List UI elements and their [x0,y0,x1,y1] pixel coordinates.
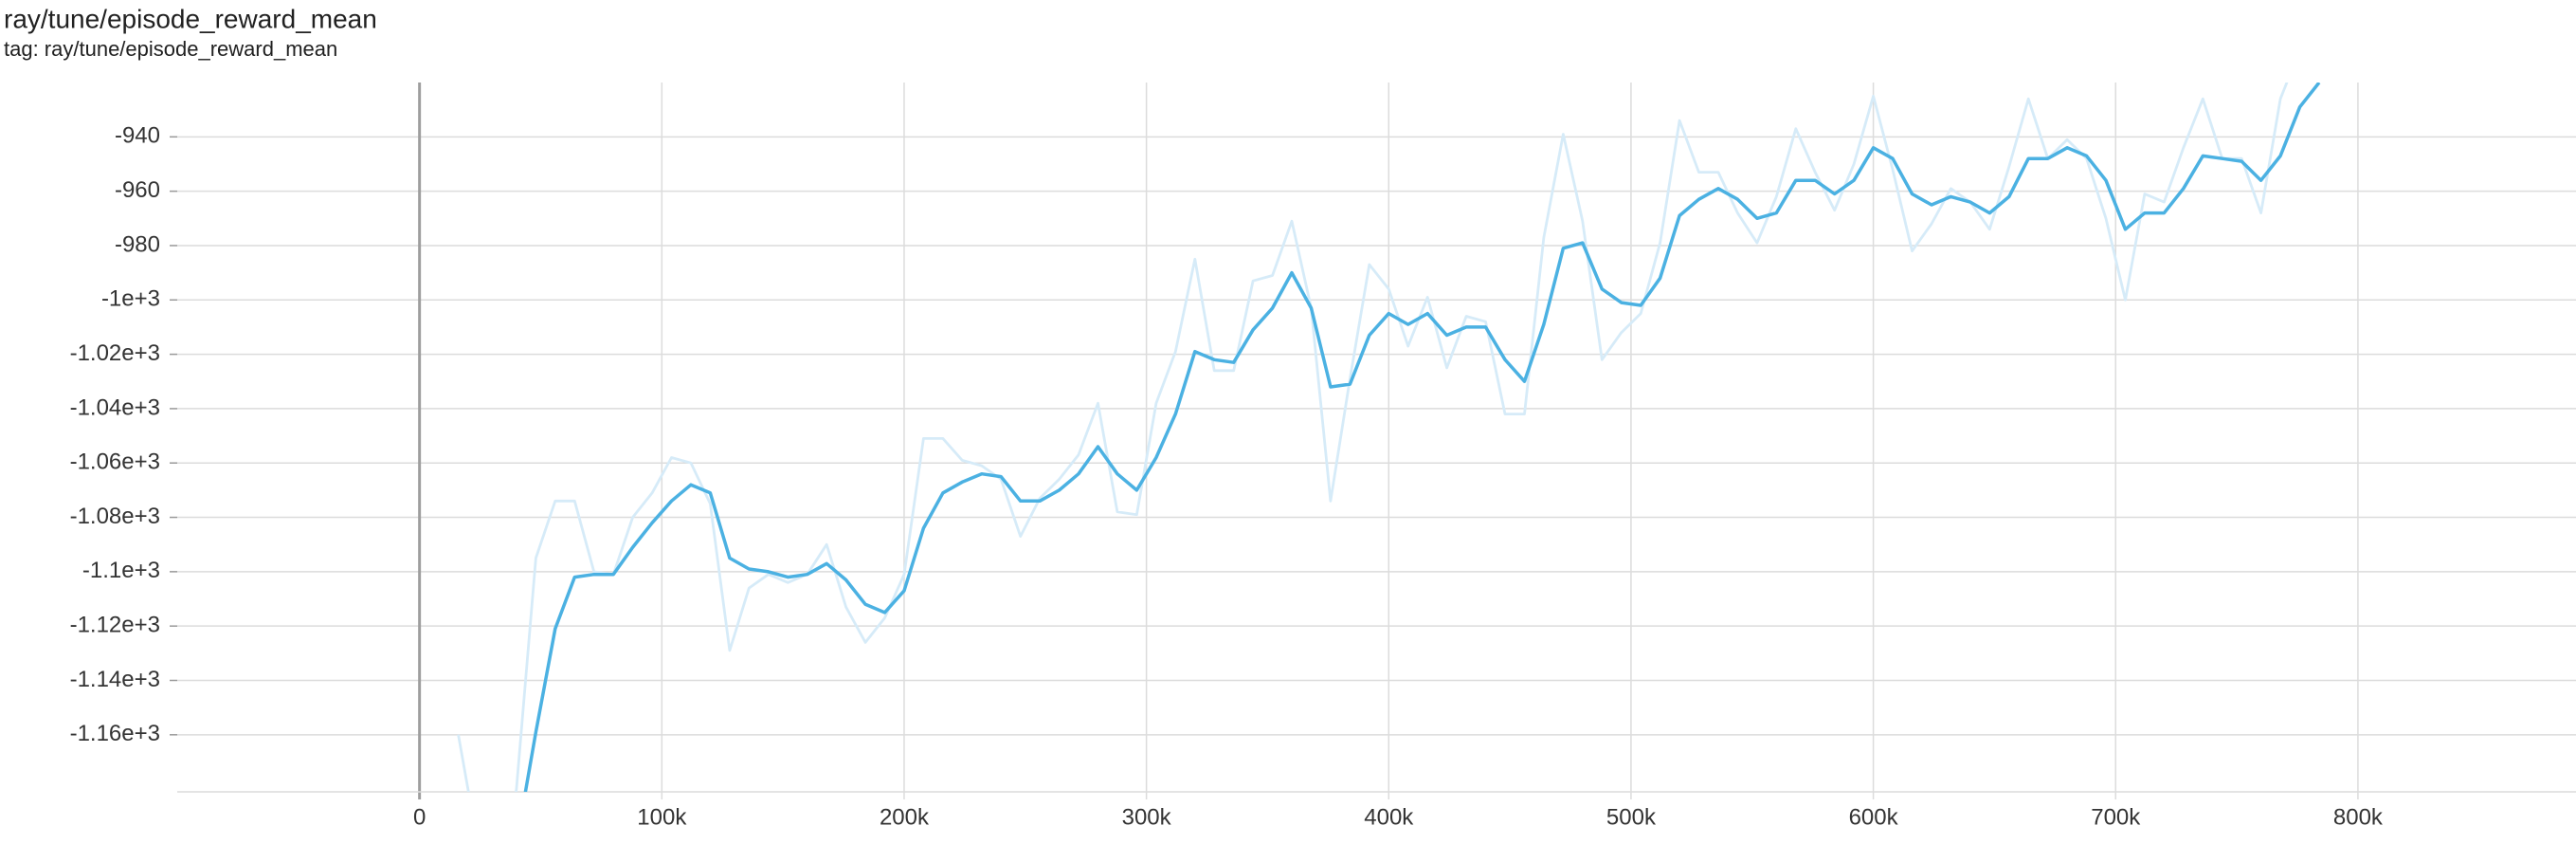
y-tick-label: -980 [115,231,160,257]
x-tick-label: 600k [1849,804,1899,830]
series-line [523,83,2321,792]
x-tick-label: 400k [1364,804,1414,830]
y-tick-label: -1.08e+3 [70,504,160,529]
y-tick-label: -1.14e+3 [70,667,160,692]
x-tick-label: 200k [880,804,930,830]
grid: -940 -960 -980 -1e+3 -1.02e+3 -1.04e+3 -1.06e+… [70,83,2576,830]
x-tick-label: 700k [2091,804,2141,830]
x-tick-label: 0 [413,804,426,830]
x-tick-label: 300k [1122,804,1172,830]
plot-area [457,83,2321,792]
x-tick-label: 500k [1606,804,1657,830]
chart-title: ray/tune/episode_reward_mean [4,4,377,33]
y-tick-label: -1.16e+3 [70,721,160,746]
y-tick-label: -1.02e+3 [70,340,160,366]
y-tick-label: -940 [115,123,160,149]
y-tick-label: -1.12e+3 [70,613,160,638]
y-tick-label: -1.06e+3 [70,450,160,475]
y-tick-label: -1e+3 [101,286,160,312]
y-tick-label: -1.1e+3 [82,558,160,583]
y-tick-label: -1.04e+3 [70,394,160,420]
chart-subtitle: tag: ray/tune/episode_reward_mean [4,37,337,61]
series-line [457,83,2289,792]
y-tick-label: -960 [115,177,160,203]
x-tick-label: 800k [2333,804,2384,830]
x-tick-label: 100k [637,804,687,830]
